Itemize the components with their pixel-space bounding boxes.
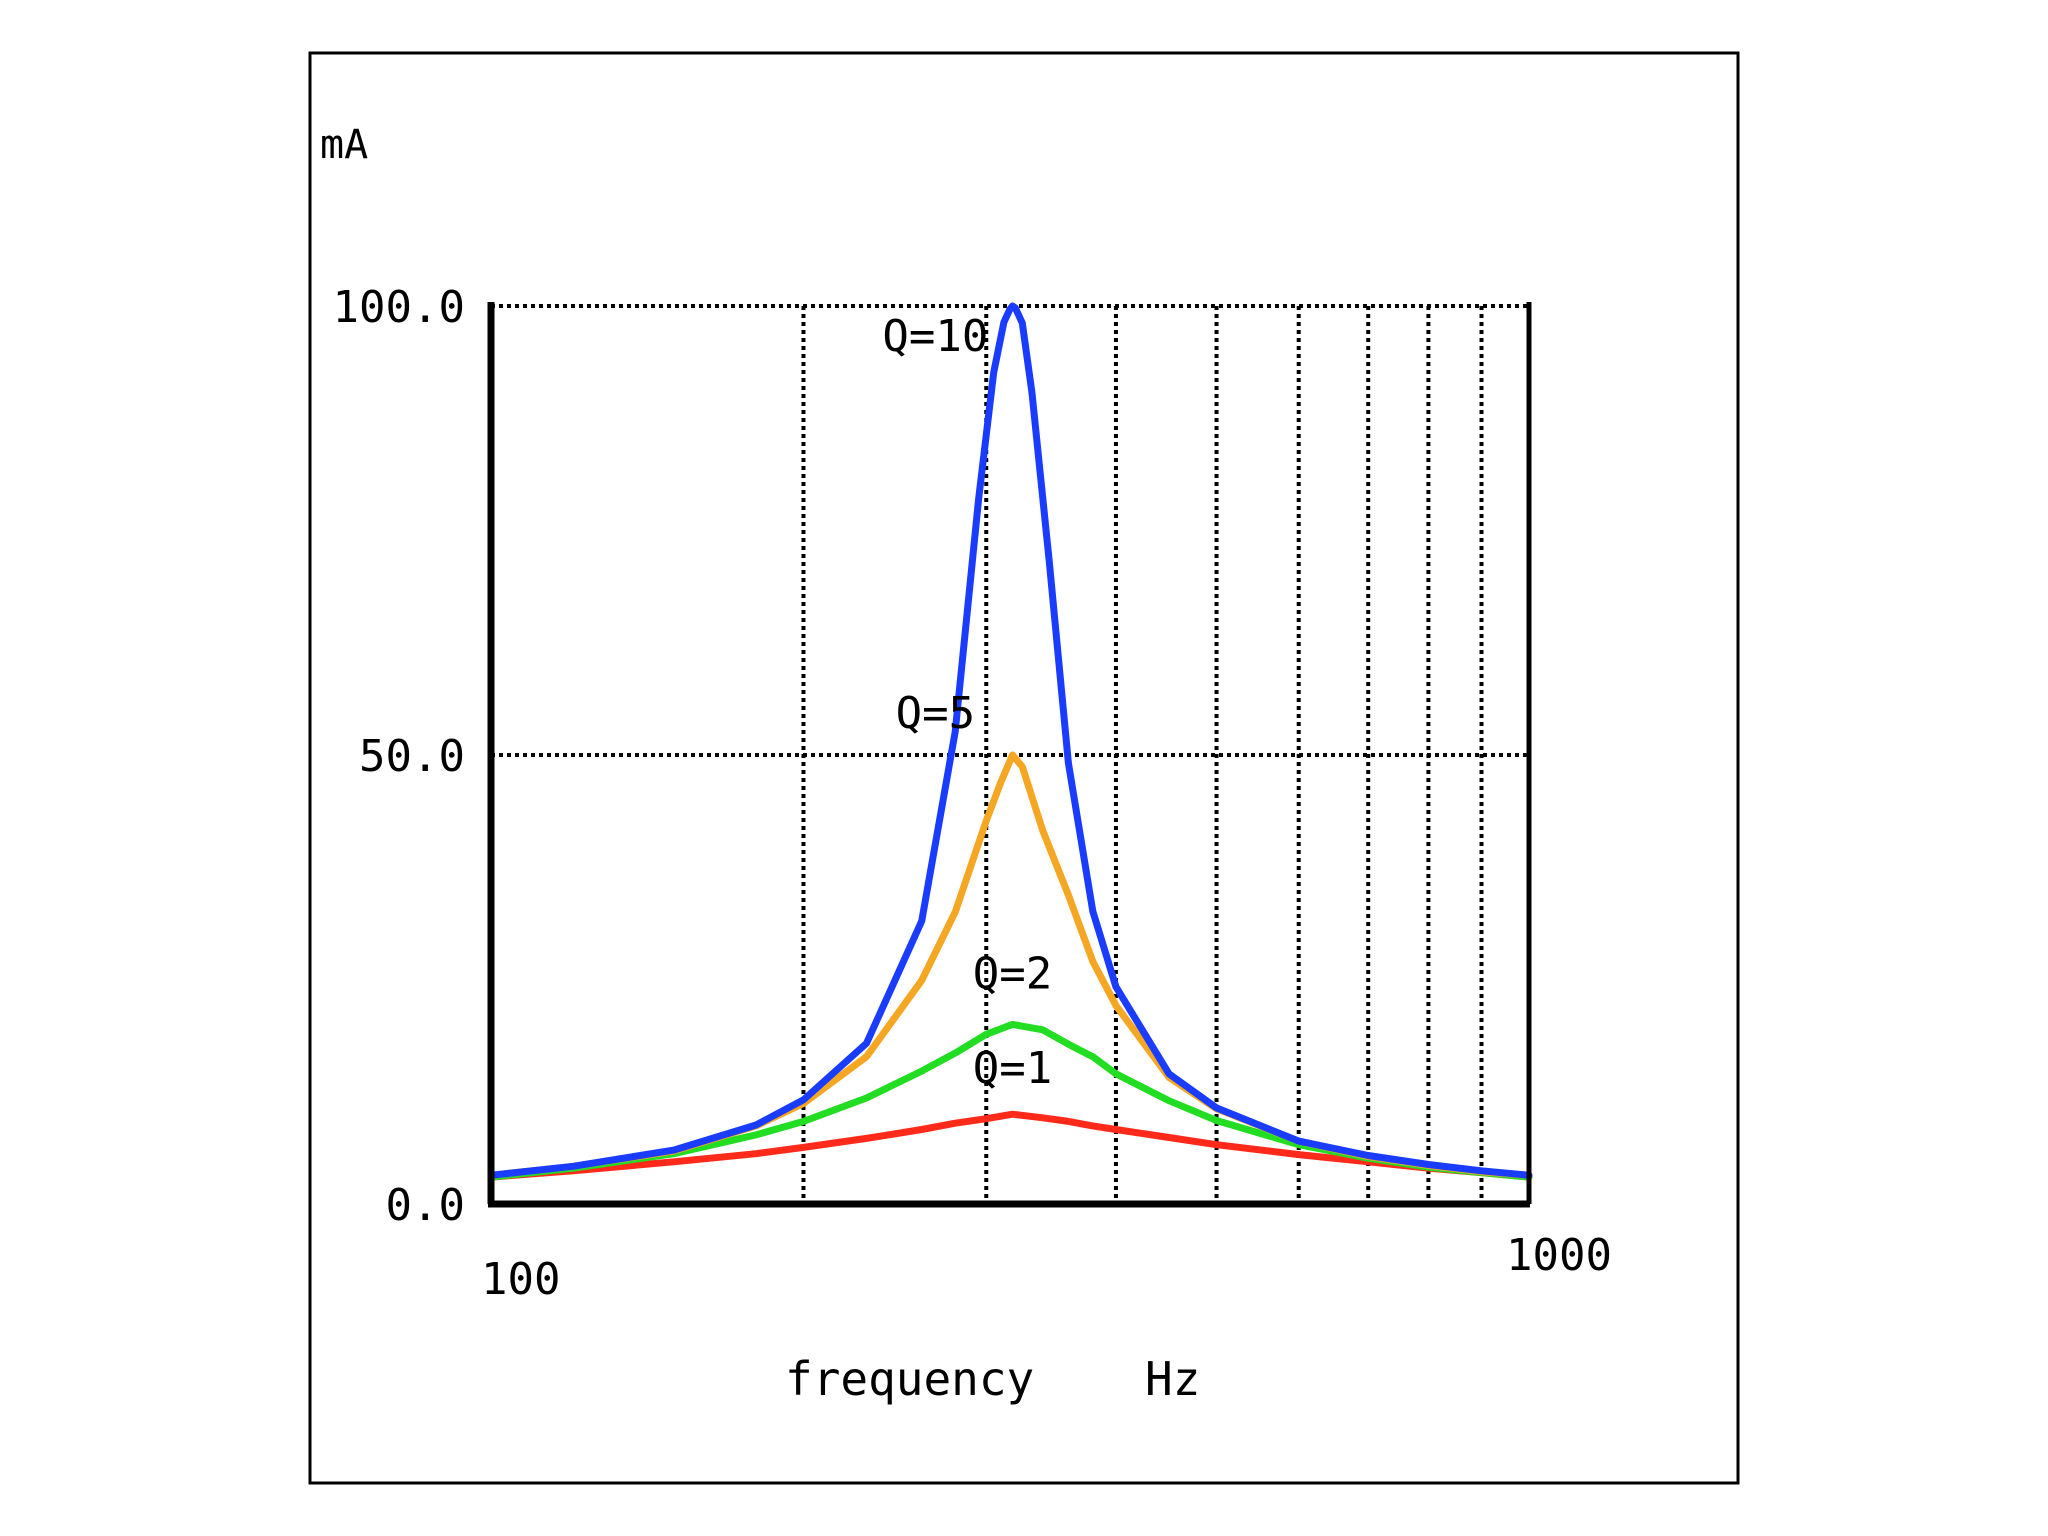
series-line-q-10 <box>487 302 1533 1179</box>
series-annotation: Q=2 <box>973 948 1052 999</box>
y-tick-label: 50.0 <box>359 731 465 782</box>
series-annotation: Q=5 <box>896 688 975 739</box>
y-tick-label: 100.0 <box>333 282 465 333</box>
series-lines <box>487 302 1533 1181</box>
series-annotation: Q=1 <box>973 1043 1052 1094</box>
x-tick-label: 100 <box>481 1254 560 1305</box>
x-axis-label: frequency <box>785 1352 1034 1406</box>
x-axis-unit: Hz <box>1145 1352 1200 1406</box>
series-line-q-1 <box>487 1110 1533 1181</box>
series-annotations: Q=10 Q=5 Q=2 Q=1 <box>882 311 1052 1094</box>
tick-labels: 0.0 50.0 100.0 100 1000 <box>333 282 1612 1305</box>
y-tick-label: 0.0 <box>386 1180 465 1231</box>
y-axis-label: mA <box>320 122 368 168</box>
gridlines <box>491 304 1529 1204</box>
x-tick-label: 1000 <box>1506 1230 1612 1281</box>
series-annotation: Q=10 <box>882 311 988 362</box>
